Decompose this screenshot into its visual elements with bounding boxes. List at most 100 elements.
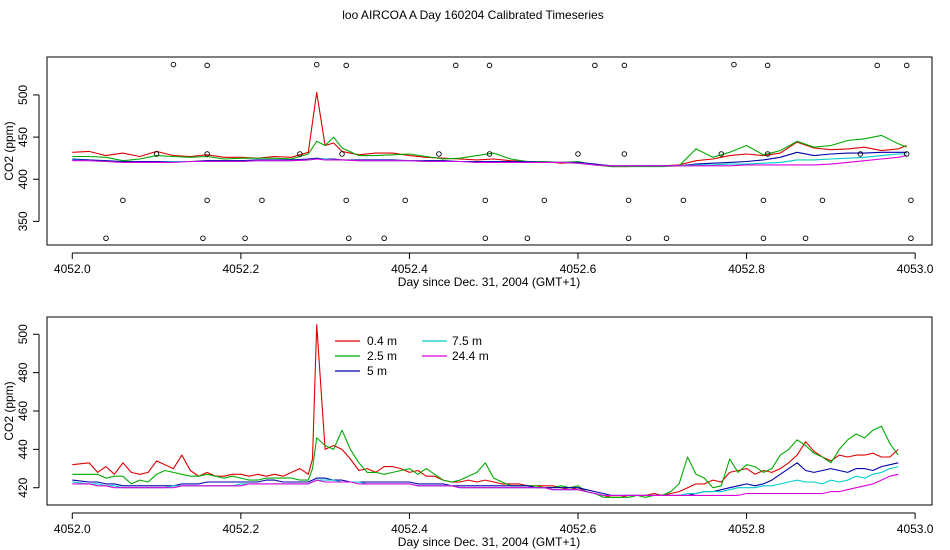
top-x-tick-label-4052-0: 4052.0	[54, 262, 91, 276]
bottom-plot-frame	[46, 316, 933, 506]
top-x-tick-label-4053-0: 4053.0	[897, 262, 934, 276]
top-marker-33	[680, 197, 687, 204]
top-marker-34	[718, 151, 725, 157]
bottom-series-2-5-m	[72, 425, 899, 498]
top-marker-37	[760, 197, 767, 204]
top-marker-30	[625, 197, 632, 204]
top-marker-27	[592, 62, 598, 69]
top-marker-25	[541, 197, 548, 204]
top-series-2-5-m	[72, 134, 907, 168]
legend-label-2-5m: 2.5 m	[367, 349, 397, 363]
top-marker-24	[524, 235, 531, 242]
bottom-series-5-m	[72, 462, 899, 496]
top-marker-10	[297, 151, 303, 157]
top-marker-19	[453, 62, 459, 69]
top-series-layer	[72, 91, 907, 168]
top-marker-22	[486, 151, 493, 157]
top-marker-9	[259, 197, 265, 204]
top-y-axis: 350 400 450 500	[16, 85, 40, 231]
top-marker-14	[343, 197, 349, 204]
top-marker-43	[874, 62, 880, 69]
bottom-y-tick-label-480: 480	[16, 362, 30, 382]
top-series-5-m	[72, 151, 907, 167]
top-marker-2	[153, 151, 160, 157]
top-marker-26	[575, 151, 581, 157]
bottom-x-tick-label-4053-0: 4053.0	[897, 522, 934, 536]
top-marker-23	[486, 62, 493, 69]
top-marker-13	[343, 62, 349, 69]
top-marker-31	[625, 235, 632, 242]
bottom-y-axis: 420 440 460 480 500	[16, 324, 40, 498]
top-marker-47	[908, 235, 914, 242]
top-x-tick-label-4052-2: 4052.2	[223, 262, 260, 276]
bottom-panel: 4052.0 4052.2 4052.4 4052.6 4052.8 4053.0 420…	[2, 316, 934, 549]
top-marker-17	[402, 197, 408, 204]
bottom-x-tick-label-4052-2: 4052.2	[223, 522, 260, 536]
bottom-y-tick-label-420: 420	[16, 477, 30, 497]
top-y-tick-label-350: 350	[16, 211, 30, 231]
top-x-tick-label-4052-4: 4052.4	[391, 262, 428, 276]
top-marker-36	[760, 235, 767, 242]
top-marker-8	[242, 235, 248, 242]
top-panel: 4052.0 4052.2 4052.4 4052.6 4052.8 4053.0 350…	[2, 56, 934, 289]
top-y-tick-label-500: 500	[16, 85, 30, 105]
top-marker-32	[663, 235, 670, 242]
bottom-x-tick-label-4052-8: 4052.8	[728, 522, 765, 536]
top-marker-46	[908, 197, 914, 204]
top-marker-1	[120, 197, 126, 204]
bottom-y-tick-label-500: 500	[16, 324, 30, 344]
bottom-x-tick-label-4052-6: 4052.6	[560, 522, 597, 536]
top-x-axis-label: Day since Dec. 31, 2004 (GMT+1)	[398, 275, 580, 289]
top-marker-42	[857, 151, 864, 157]
top-marker-layer	[103, 61, 914, 242]
top-x-tick-label-4052-6: 4052.6	[560, 262, 597, 276]
bottom-series-0-4-m	[72, 324, 899, 498]
bottom-y-axis-label: CO2 (ppm)	[2, 381, 16, 440]
bottom-x-tick-label-4052-0: 4052.0	[54, 522, 91, 536]
top-marker-38	[764, 151, 771, 157]
top-marker-7	[204, 62, 210, 69]
top-marker-40	[802, 235, 809, 242]
top-y-tick-label-400: 400	[16, 169, 30, 189]
top-x-tick-label-4052-8: 4052.8	[728, 262, 765, 276]
top-marker-6	[204, 151, 210, 157]
top-marker-28	[621, 151, 628, 157]
top-marker-5	[204, 197, 210, 204]
bottom-series-24-4-m	[72, 473, 899, 496]
bottom-y-tick-label-440: 440	[16, 439, 30, 459]
top-marker-21	[482, 197, 489, 204]
top-marker-18	[436, 151, 442, 157]
top-marker-15	[345, 235, 352, 242]
top-marker-12	[339, 151, 345, 157]
top-plot-frame	[46, 56, 933, 246]
bottom-y-tick-label-460: 460	[16, 401, 30, 421]
top-x-axis: 4052.0 4052.2 4052.4 4052.6 4052.8 4053.0	[54, 252, 934, 276]
top-y-tick-label-450: 450	[16, 127, 30, 147]
top-marker-20	[482, 235, 489, 242]
bottom-x-tick-label-4052-4: 4052.4	[391, 522, 428, 536]
top-series-24-4-m	[72, 155, 907, 167]
top-series-0-4-m	[72, 91, 907, 168]
bottom-x-axis: 4052.0 4052.2 4052.4 4052.6 4052.8 4053.0	[54, 512, 934, 536]
legend-label-7-5m: 7.5 m	[452, 334, 482, 348]
top-marker-45	[903, 62, 910, 69]
bottom-series-layer	[72, 324, 899, 498]
top-marker-3	[170, 61, 177, 68]
top-marker-16	[381, 235, 387, 242]
top-marker-35	[731, 61, 737, 68]
legend: 0.4 m 2.5 m 5 m 7.5 m 24.4 m	[335, 334, 489, 378]
top-marker-41	[819, 197, 826, 204]
top-marker-44	[903, 151, 910, 157]
top-y-axis-label: CO2 (ppm)	[2, 121, 16, 180]
top-marker-39	[764, 62, 771, 69]
legend-label-0-4m: 0.4 m	[367, 334, 397, 348]
legend-label-5m: 5 m	[367, 364, 387, 378]
top-marker-29	[621, 62, 628, 69]
legend-label-24-4m: 24.4 m	[452, 349, 489, 363]
top-marker-4	[200, 235, 206, 242]
top-marker-11	[313, 61, 320, 68]
figure-title: loo AIRCOA A Day 160204 Calibrated Times…	[342, 8, 603, 22]
top-marker-0	[103, 235, 109, 242]
bottom-x-axis-label: Day since Dec. 31, 2004 (GMT+1)	[398, 535, 580, 549]
